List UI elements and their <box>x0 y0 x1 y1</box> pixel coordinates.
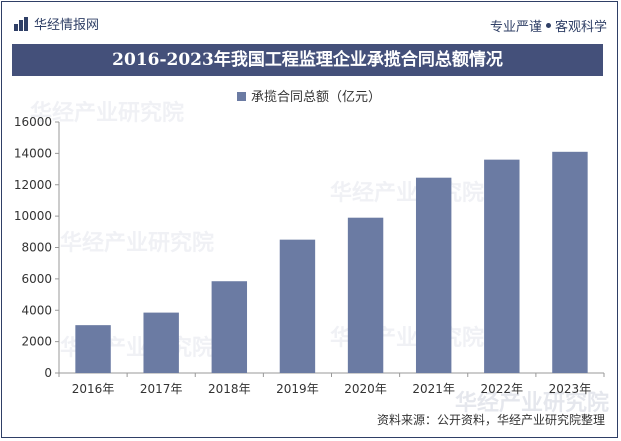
x-tick-label: 2023年 <box>549 382 592 396</box>
source-note: 资料来源：公开资料，华经产业研究院整理 <box>376 413 605 427</box>
x-tick-label: 2022年 <box>481 382 524 396</box>
bar <box>211 281 248 373</box>
y-tick-label: 6000 <box>21 272 52 286</box>
brand-name: 华经情报网 <box>34 18 100 33</box>
y-tick-label: 0 <box>44 366 52 380</box>
x-tick-label: 2016年 <box>72 382 115 396</box>
chart-title: 2016-2023年我国工程监理企业承揽合同总额情况 <box>12 44 603 76</box>
bar <box>143 312 179 373</box>
x-tick-label: 2017年 <box>140 382 183 396</box>
y-tick-label: 12000 <box>14 178 52 192</box>
dot-icon <box>545 23 551 28</box>
y-tick-label: 10000 <box>14 209 52 223</box>
x-tick-label: 2019年 <box>276 382 319 396</box>
brand-logo: 华经情报网 <box>14 14 99 33</box>
watermark-6: 华经产业研究院 <box>455 391 610 416</box>
y-tick-label: 16000 <box>14 115 52 129</box>
watermark-2: 华经产业研究院 <box>330 181 485 206</box>
x-tick-label: 2020年 <box>344 382 387 396</box>
y-tick-label: 2000 <box>21 335 52 349</box>
bar <box>347 217 384 373</box>
bar <box>484 159 520 373</box>
slogan-left: 专业严谨 <box>489 20 542 35</box>
x-tick-label: 2018年 <box>208 382 251 396</box>
x-tick-label: 2021年 <box>412 382 455 396</box>
bars <box>75 151 588 373</box>
bar-logo-icon <box>14 16 28 31</box>
x-axis: 2016年 2017年 2018年 2019年 2020年 2021年 2022年 2023年 <box>58 372 605 396</box>
bar <box>75 325 111 373</box>
bar <box>415 177 452 373</box>
y-tick-label: 4000 <box>21 303 52 317</box>
slogan-right: 客观科学 <box>554 20 607 35</box>
legend-label: 承揽合同总额（亿元） <box>251 89 381 105</box>
watermark-3: 华经产业研究院 <box>60 231 215 256</box>
legend-swatch <box>237 92 246 101</box>
y-tick-label: 8000 <box>21 241 52 255</box>
bar <box>279 239 316 373</box>
top-bar: 华经情报网 专业严谨 客观科学 <box>0 0 621 42</box>
slogan: 专业严谨 客观科学 <box>490 16 607 35</box>
y-axis: 0 2000 4000 6000 8000 10000 12000 14000 16000 <box>14 115 60 380</box>
bar <box>552 151 588 373</box>
y-tick-label: 14000 <box>14 146 52 160</box>
legend: 承揽合同总额（亿元） <box>237 89 381 105</box>
